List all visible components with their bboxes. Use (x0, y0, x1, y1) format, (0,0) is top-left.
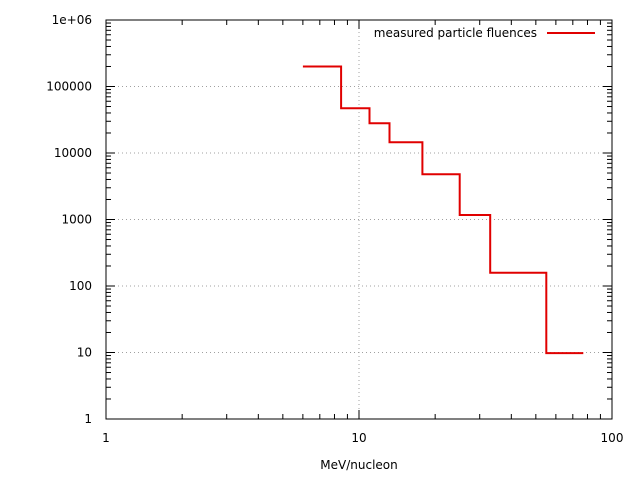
label-layer: 1 10 100 1 10 100 1000 10000 100000 1e+06 (46, 13, 623, 445)
y-tick-label: 1000 (61, 213, 92, 227)
y-tick-label: 10000 (54, 146, 92, 160)
y-tick-label: 1 (84, 412, 92, 426)
y-tick-label: 100000 (46, 80, 92, 94)
legend: measured particle fluences (374, 26, 595, 40)
series-line (302, 65, 584, 355)
series-layer (302, 65, 584, 355)
y-tick-label: 10 (77, 346, 92, 360)
legend-label: measured particle fluences (374, 26, 537, 40)
y-tick-label: 1e+06 (52, 13, 92, 27)
x-tick-label: 10 (351, 431, 366, 445)
x-tick-label: 1 (102, 431, 110, 445)
x-axis-label: MeV/nucleon (320, 458, 397, 472)
grid-layer (106, 20, 612, 419)
y-tick-label: 100 (69, 279, 92, 293)
x-tick-label: 100 (601, 431, 624, 445)
plot-frame (105, 19, 613, 420)
tick-layer (105, 19, 613, 420)
